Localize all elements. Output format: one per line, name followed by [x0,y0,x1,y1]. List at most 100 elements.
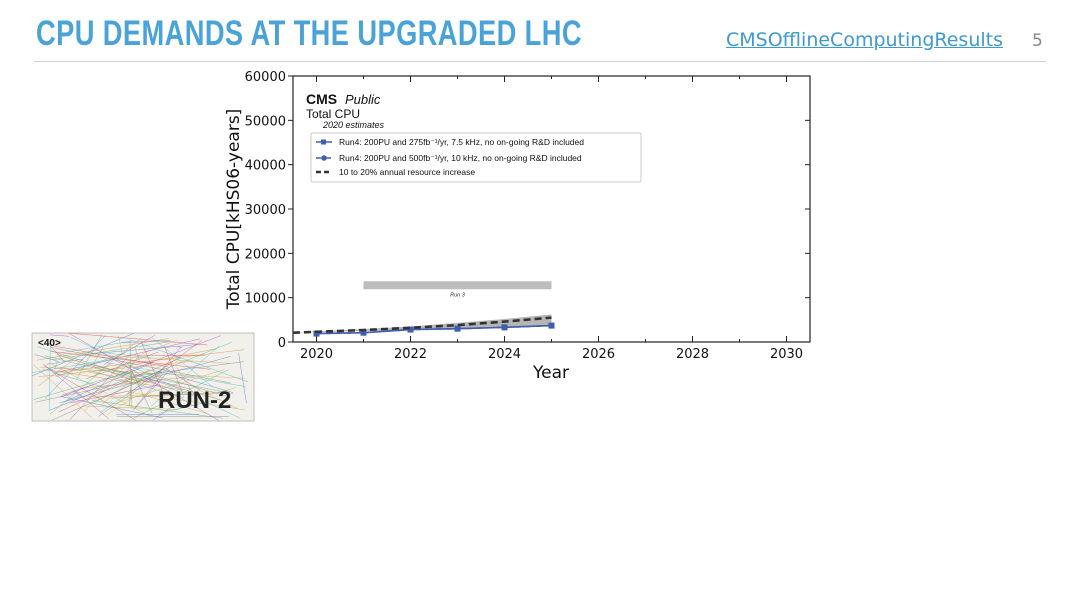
series-point-circle [454,325,461,332]
y-tick-label: 50000 [245,114,286,129]
particle-track [48,339,51,411]
particle-track [49,345,65,363]
plot-frame [292,75,811,343]
particle-track [93,346,104,365]
x-axis-label: Year [532,363,569,383]
cpu-chart: 0 10000 20000 30000 40000 50000 60000 2020 2022… [224,70,811,383]
particle-track [98,365,173,417]
particle-track [134,370,169,410]
particle-track [34,354,60,362]
particle-track [106,362,246,387]
y-tick-label: 20000 [245,247,286,262]
y-axis-label: Total CPU[kHS06-years] [224,109,244,311]
particle-track [148,379,216,399]
particle-track [39,366,246,379]
cms-offline-computing-results-link[interactable]: CMSOfflineComputingResults [726,29,1003,51]
particle-track [90,344,197,355]
particle-tracks [31,332,249,421]
x-tick-label: 2026 [582,347,615,362]
particle-track [127,391,246,411]
particle-track [111,391,230,399]
particle-track [142,394,207,414]
particle-track [178,346,183,349]
particle-track [62,340,133,353]
particle-track [33,364,92,418]
inset-run-label: RUN-2 [158,387,231,414]
particle-track [42,369,184,391]
chart-title: Total CPU [306,107,360,121]
series-point-circle [548,322,555,329]
particle-track [61,384,94,396]
particle-track [68,333,219,421]
cms-brand: CMS [306,91,337,107]
cms-brand-suffix: Public [345,92,381,107]
particle-track [133,369,229,419]
title-divider [34,61,1046,62]
particle-track [117,369,225,403]
particle-track [163,345,184,396]
legend-label-increase: 10 to 20% annual resource increase [339,167,475,177]
series-line-2 [292,316,552,334]
particle-track [83,405,179,410]
run3-period-label: Run 3 [450,292,466,298]
x-tick-label: 2020 [300,347,333,362]
particle-track [152,405,174,421]
page-number: 5 [1032,31,1043,51]
particle-track [85,351,159,380]
particle-track [54,338,201,374]
x-axis-ticks: 2020 2022 2024 2026 2028 2030 [300,76,803,362]
particle-track [197,389,238,409]
x-tick-label: 2024 [488,347,521,362]
particle-track [106,397,133,416]
legend-label-run4-500: Run4: 200PU and 500fb⁻¹/yr, 10 kHz, no o… [339,153,582,163]
y-tick-label: 0 [278,336,286,351]
particle-track [93,337,142,377]
legend: Run4: 200PU and 275fb⁻¹/yr, 7.5 kHz, no … [310,132,642,183]
particle-track [127,340,203,395]
slide-title: CPU DEMANDS AT THE UPGRADED LHC [36,14,582,53]
chart-subtitle: 2020 estimates [322,120,385,130]
particle-track [238,353,247,404]
particle-track [121,340,171,343]
particle-track [129,340,133,410]
y-tick-label: 10000 [245,292,286,307]
inset-pileup-label: <40> [38,338,61,349]
particle-track [87,354,230,364]
particle-track [31,333,134,377]
particle-track [76,393,206,398]
particle-track [98,366,234,395]
particle-track [54,361,58,370]
particle-track [69,384,160,404]
particle-track [101,378,135,406]
plot-area: Run 3 [292,281,555,337]
legend-square-marker [321,139,326,145]
particle-track [178,376,234,393]
particle-track [68,332,208,346]
particle-track [50,334,70,337]
particle-track [129,371,133,407]
particle-track [35,381,131,403]
particle-track [76,334,103,380]
y-tick-label: 40000 [245,159,286,174]
particle-track [59,356,232,404]
particle-track [158,398,221,414]
particle-track [140,341,163,392]
particle-track [58,349,245,373]
legend-circle-marker [321,155,327,161]
x-tick-label: 2022 [394,347,427,362]
legend-label-run4-275: Run4: 200PU and 275fb⁻¹/yr, 7.5 kHz, no … [339,137,584,147]
particle-track [51,345,168,368]
run2-pileup-event-inset: <40> RUN-2 [31,332,255,422]
y-tick-label: 30000 [245,203,286,218]
particle-track [44,355,143,381]
particle-track [118,335,123,353]
particle-track [37,346,190,395]
particle-track [38,360,193,377]
particle-track [58,369,150,413]
particle-track [51,341,170,361]
particle-track [31,357,121,373]
particle-track [36,338,169,361]
particle-track [65,361,154,402]
y-tick-label: 60000 [245,70,286,85]
particle-track [49,377,131,411]
